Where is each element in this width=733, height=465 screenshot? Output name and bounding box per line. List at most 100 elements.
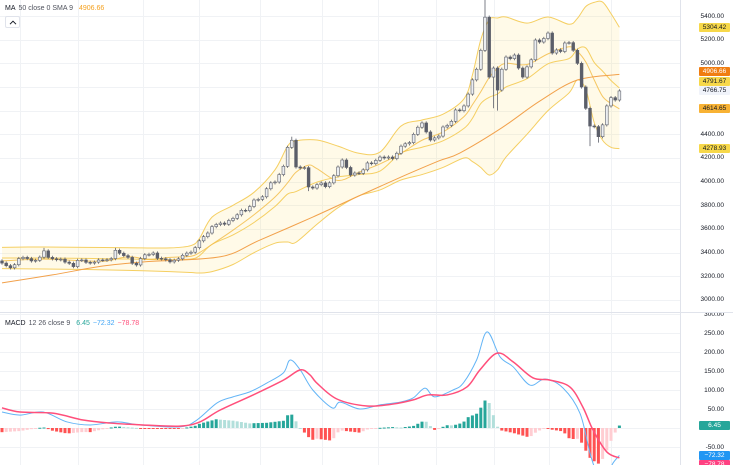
candle — [512, 53, 517, 61]
candle — [46, 249, 50, 260]
candle — [17, 256, 21, 267]
candle — [147, 252, 151, 257]
candle — [0, 259, 4, 265]
candle-body — [319, 182, 323, 185]
candle — [441, 125, 445, 138]
macd-tick-label: 250.00 — [704, 329, 724, 337]
candle-body — [386, 156, 391, 159]
macd-histogram-bar — [181, 428, 185, 429]
macd-histogram-bar — [25, 428, 29, 430]
candle — [327, 181, 332, 189]
candle-body — [332, 175, 336, 184]
candle-body — [579, 63, 584, 88]
candle-body — [17, 258, 21, 266]
candle — [584, 85, 588, 110]
bollinger-lower-line[interactable] — [1, 79, 620, 274]
candle-body — [155, 252, 160, 259]
macd-pane[interactable] — [0, 331, 621, 465]
macd-histogram-bar — [63, 428, 67, 434]
macd-histogram-bar — [596, 428, 600, 464]
price-tick-label: 3000.00 — [700, 296, 725, 304]
price-tick-label: 3400.00 — [700, 249, 725, 257]
candle — [298, 165, 302, 170]
candle-body — [12, 264, 17, 269]
candle-body — [180, 254, 185, 260]
macd-histogram-bar — [521, 428, 525, 436]
candle-body — [336, 166, 340, 177]
macd-histogram-bar — [248, 423, 252, 428]
bollinger-upper-line[interactable] — [1, 0, 620, 249]
macd-signal-line[interactable] — [1, 352, 620, 459]
candle-body — [374, 160, 378, 164]
candle-body — [101, 259, 105, 262]
candle-body — [235, 214, 239, 219]
macd-signal-value: −78.78 — [117, 320, 140, 327]
macd-histogram-bar — [277, 421, 281, 428]
macd-histogram-bar — [416, 423, 420, 428]
candle-body — [407, 142, 412, 145]
candle — [134, 261, 139, 267]
price-tick-label: 3800.00 — [700, 201, 725, 209]
candle-body — [542, 38, 546, 43]
macd-histogram-bar — [88, 428, 92, 433]
macd-histogram-bar — [113, 426, 117, 428]
candle-body — [525, 66, 529, 78]
candle-body — [378, 156, 382, 161]
macd-histogram-bar — [265, 422, 269, 428]
macd-histogram-bar — [286, 415, 290, 428]
sma9-line[interactable] — [1, 46, 620, 262]
candle-body — [54, 258, 59, 261]
candle-body — [277, 174, 281, 183]
candle-body — [458, 109, 462, 112]
candle-body — [294, 139, 298, 168]
candle-body — [554, 49, 559, 54]
candle-body — [33, 260, 38, 262]
macd-histogram-bar — [365, 428, 369, 430]
price-value-label-bb-lower: 4278.93 — [699, 144, 730, 154]
macd-histogram-bar — [273, 421, 277, 428]
candle — [340, 158, 344, 169]
macd-histogram-bar — [567, 428, 571, 439]
candle-body — [504, 56, 508, 70]
collapse-legend-button[interactable] — [5, 16, 20, 28]
macd-line[interactable] — [1, 331, 620, 465]
candle-body — [592, 125, 596, 128]
candle-body — [75, 260, 80, 267]
candle — [29, 256, 34, 263]
macd-histogram-bar — [294, 421, 298, 428]
candle — [306, 166, 311, 192]
candle — [411, 132, 416, 145]
price-legend[interactable]: MA 50 close 0 SMA 9 4906.66 — [5, 3, 107, 14]
candle — [273, 180, 277, 185]
macd-histogram-bar — [46, 428, 50, 430]
candle-body — [466, 93, 470, 107]
macd-legend[interactable]: MACD 12 26 close 9 6.45 −72.32 −78.78 — [5, 318, 142, 329]
candle — [508, 55, 512, 61]
price-value-label-sma9: 4614.65 — [699, 104, 730, 114]
candle-body — [117, 249, 122, 254]
macd-histogram-bar — [601, 428, 605, 459]
candle — [588, 106, 592, 147]
ma50-line[interactable] — [1, 73, 620, 284]
candle — [479, 48, 483, 71]
indicator-params: 50 close 0 SMA 9 — [18, 5, 73, 12]
candle — [516, 53, 521, 70]
macd-scale[interactable]: 300.00 250.00 200.00 150.00 100.00 50.00 -50.0… — [681, 313, 733, 465]
candle — [542, 36, 546, 44]
candle-body — [521, 67, 525, 78]
candle — [294, 138, 298, 169]
candle — [546, 31, 550, 41]
macd-histogram-bar — [353, 428, 357, 433]
macd-histogram-bar — [155, 428, 159, 429]
macd-histogram-bar — [466, 417, 470, 428]
macd-histogram-bar — [512, 428, 516, 434]
candle — [458, 108, 462, 113]
price-scale[interactable]: 5400.00 5200.00 5000.00 4400.00 4200.00 4000.… — [681, 0, 733, 312]
candle-body — [122, 252, 126, 256]
candle — [67, 260, 71, 265]
macd-histogram-bar — [433, 428, 437, 430]
macd-histogram-bar — [239, 422, 243, 428]
price-pane[interactable] — [0, 0, 622, 284]
